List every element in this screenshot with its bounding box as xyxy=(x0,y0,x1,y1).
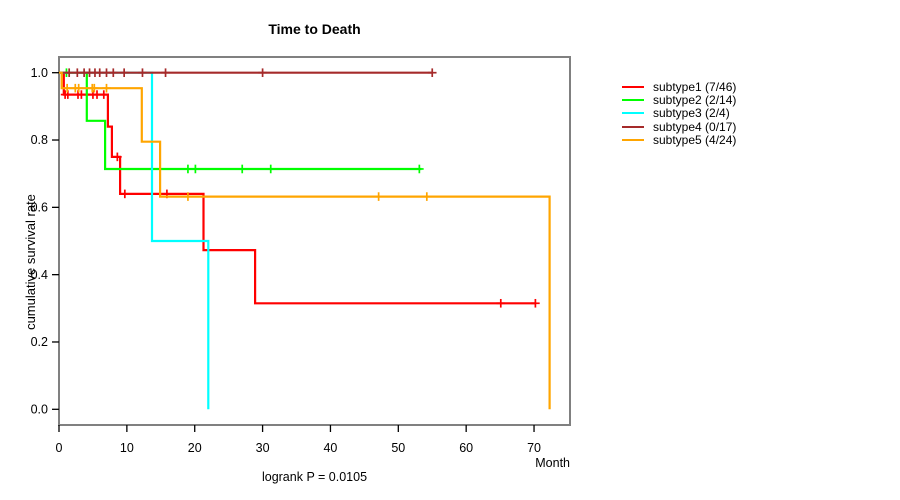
plot-frame xyxy=(58,56,571,426)
legend-item-subtype4: subtype4 (0/17) xyxy=(622,120,736,133)
legend-item-subtype1: subtype1 (7/46) xyxy=(622,80,736,93)
legend-color-line xyxy=(622,85,644,88)
legend-item-label: subtype2 (2/14) xyxy=(653,93,737,108)
legend-color-line xyxy=(622,139,644,142)
logrank-p-note: logrank P = 0.0105 xyxy=(261,470,368,484)
x-axis-tick-label: 30 xyxy=(256,441,270,455)
legend-item-label: subtype3 (2/4) xyxy=(653,106,730,121)
x-axis-unit-label: Month xyxy=(535,456,570,470)
x-axis-tick-label: 70 xyxy=(527,441,541,455)
y-axis-tick-label: 0.0 xyxy=(31,403,48,417)
survival-curve-subtype5 xyxy=(59,71,551,410)
legend-item-label: subtype1 (7/46) xyxy=(653,79,737,94)
survival-curve-subtype1 xyxy=(59,71,537,305)
chart-title: Time to Death xyxy=(268,21,361,37)
y-axis-tick-label: 0.8 xyxy=(31,133,48,147)
x-axis-tick-label: 40 xyxy=(323,441,337,455)
legend-item-subtype3: subtype3 (2/4) xyxy=(622,107,736,120)
legend-color-line xyxy=(622,125,644,128)
y-axis-tick-label: 0.4 xyxy=(31,268,48,282)
legend-color-line xyxy=(622,112,644,115)
x-axis-tick-label: 60 xyxy=(459,441,473,455)
legend-item-label: subtype5 (4/24) xyxy=(653,133,737,148)
survival-curve-subtype3 xyxy=(59,71,210,410)
legend-item-label: subtype4 (0/17) xyxy=(653,119,737,134)
legend: subtype1 (7/46) subtype2 (2/14) subtype3 (… xyxy=(622,80,736,147)
y-axis-tick-label: 0.6 xyxy=(31,201,48,215)
x-axis-tick-label: 20 xyxy=(188,441,202,455)
x-axis-tick-label: 50 xyxy=(391,441,405,455)
x-axis-tick-label: 0 xyxy=(56,441,63,455)
legend-item-subtype2: subtype2 (2/14) xyxy=(622,93,736,106)
legend-color-line xyxy=(622,99,644,102)
y-axis-tick-label: 1.0 xyxy=(31,66,48,80)
legend-item-subtype5: subtype5 (4/24) xyxy=(622,134,736,147)
x-axis-tick-label: 10 xyxy=(120,441,134,455)
y-axis-tick-label: 0.2 xyxy=(31,335,48,349)
